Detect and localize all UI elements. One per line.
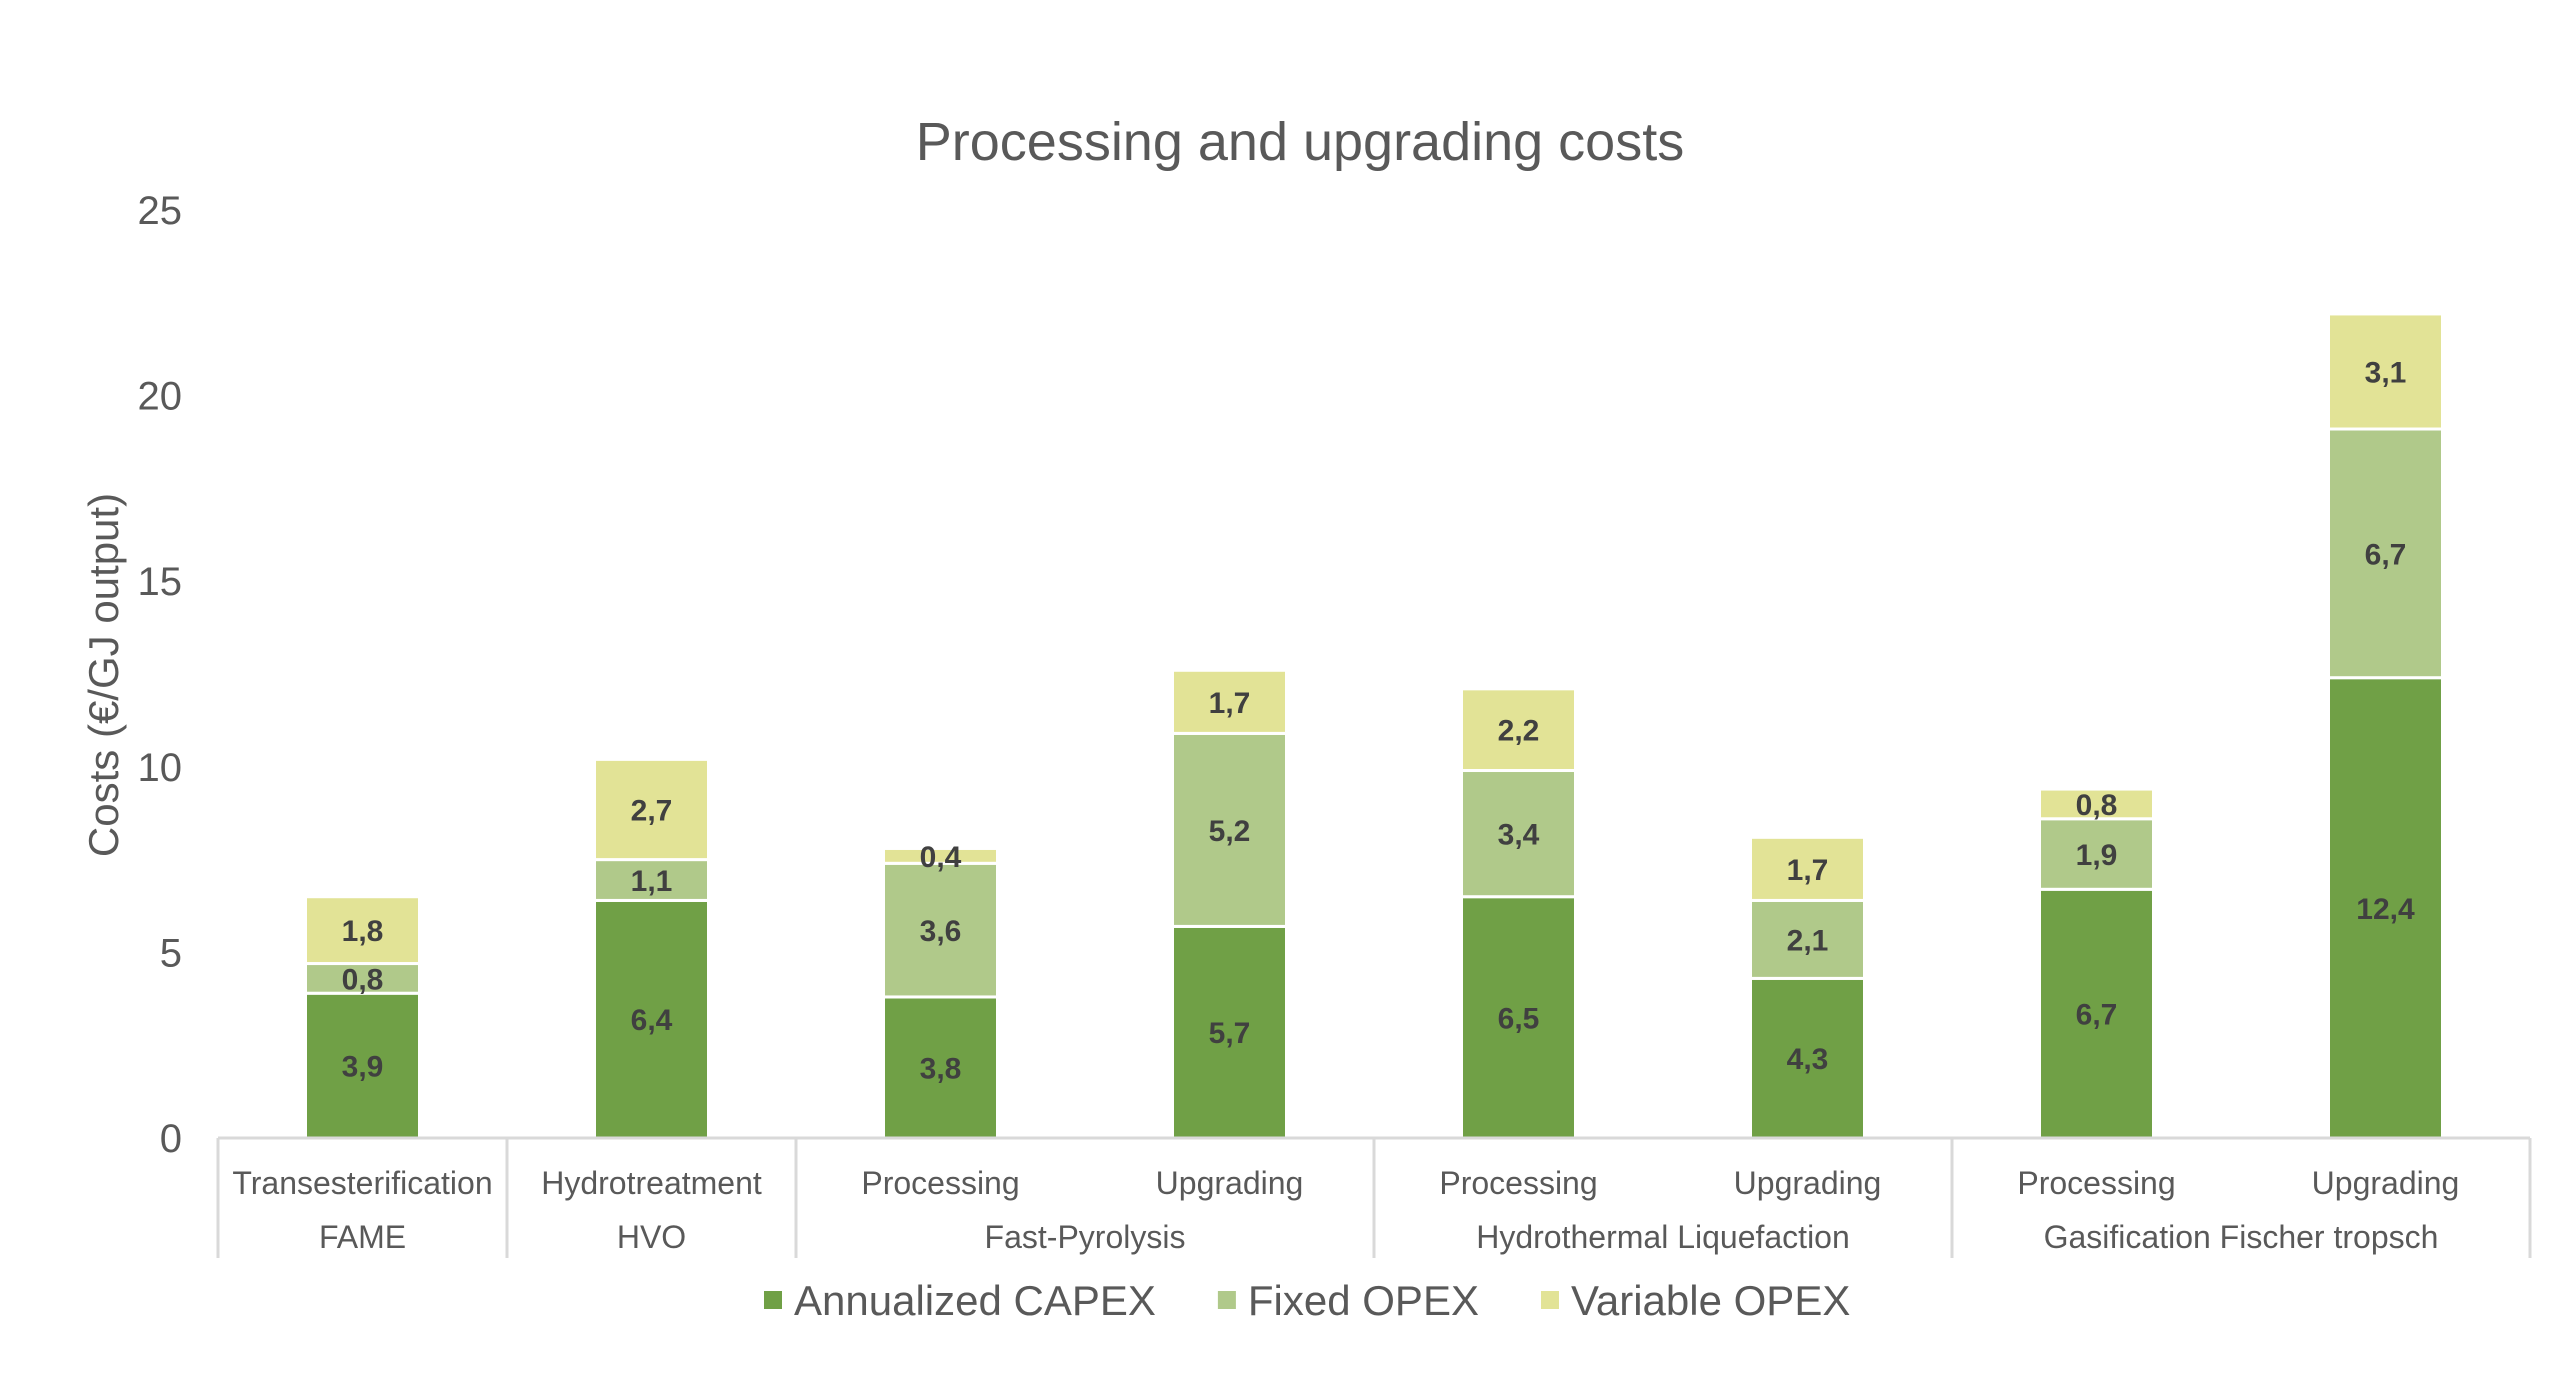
data-label: 1,9 [2076,839,2118,872]
data-label: 1,8 [342,915,384,948]
data-label: 0,8 [342,963,384,996]
legend-swatch [764,1291,782,1309]
x-axis: Transesterification Hydrotreatment Process… [216,1136,2532,1258]
data-label: 2,1 [1787,924,1829,957]
data-label: 3,9 [342,1051,384,1084]
data-label: 5,7 [1209,1017,1251,1050]
legend-swatch [1217,1291,1236,1309]
data-label: 6,4 [631,1004,673,1037]
legend-label: Annualized CAPEX [794,1277,1156,1324]
bar-segment [593,757,710,862]
y-tick-label: 5 [160,931,182,975]
data-label: 4,3 [1787,1043,1829,1076]
data-label: 0,8 [2076,789,2118,822]
bar-segment [1171,668,1288,735]
bar-segment [1749,835,1866,902]
bar-segment [2038,887,2155,1140]
y-axis-label: Costs (€/GJ output) [80,493,127,857]
bar-segment [593,898,710,1140]
bar-segment [882,846,999,865]
data-label: 3,4 [1498,819,1540,852]
category-label: Upgrading [2312,1165,2460,1201]
data-label: 3,6 [920,915,962,948]
y-tick-label: 25 [138,189,183,233]
data-label: 6,7 [2365,538,2407,571]
data-label: 12,4 [2356,893,2415,926]
category-label: Processing [2017,1165,2175,1201]
bar-segment [2038,817,2155,891]
data-label: 6,7 [2076,999,2118,1032]
category-label: Upgrading [1156,1165,1304,1201]
data-labels: 3,9 0,8 1,8 6,4 1,1 2,7 3,8 3,6 0,4 5,7 5,2 1,7 6,5 3… [342,356,2415,1085]
bar-segment [2327,427,2444,680]
data-label: 0,4 [920,841,962,874]
bar-segment [304,895,421,966]
bar-segment [1460,769,1577,899]
category-label: Processing [1439,1165,1597,1201]
y-tick-label: 10 [138,746,183,790]
bar-segment [304,991,421,1140]
chart-title: Processing and upgrading costs [916,112,1684,172]
data-label: 1,7 [1209,687,1251,720]
group-label: Gasification Fischer tropsch [2044,1219,2439,1255]
data-label: 1,7 [1787,854,1829,887]
y-tick-label: 0 [160,1117,182,1161]
bar-segment [1171,924,1288,1140]
data-label: 3,1 [2365,356,2407,389]
y-tick-label: 20 [138,375,183,419]
data-label: 2,2 [1498,715,1540,748]
bars [304,312,2444,1140]
data-label: 3,8 [920,1052,962,1085]
bar-segment [1749,976,1866,1140]
data-label: 5,2 [1209,815,1251,848]
category-label: Upgrading [1734,1165,1882,1201]
bar-segment [2327,312,2444,431]
data-label: 2,7 [631,794,673,827]
bar-segment [1460,895,1577,1140]
bar-segment [2038,787,2155,821]
category-label: Processing [861,1165,1019,1201]
data-label: 6,5 [1498,1002,1540,1035]
legend-label: Fixed OPEX [1248,1277,1479,1324]
bar-segment [882,861,999,999]
category-label: Hydrotreatment [541,1165,762,1201]
data-label: 1,1 [631,865,673,898]
bar-segment [1460,687,1577,773]
bar-segment [1749,898,1866,980]
group-label: Hydrothermal Liquefaction [1476,1219,1850,1255]
group-label: Fast-Pyrolysis [985,1219,1186,1255]
group-label: HVO [617,1219,686,1255]
legend: Annualized CAPEX Fixed OPEX Variable OPEX [764,1277,1850,1324]
bar-segment [304,962,421,995]
y-axis-ticks: 0 5 10 15 20 25 [138,189,183,1161]
group-label: FAME [319,1219,406,1255]
y-tick-label: 15 [138,560,183,604]
category-label: Transesterification [232,1165,492,1201]
legend-swatch [1540,1291,1559,1309]
legend-label: Variable OPEX [1571,1277,1850,1324]
